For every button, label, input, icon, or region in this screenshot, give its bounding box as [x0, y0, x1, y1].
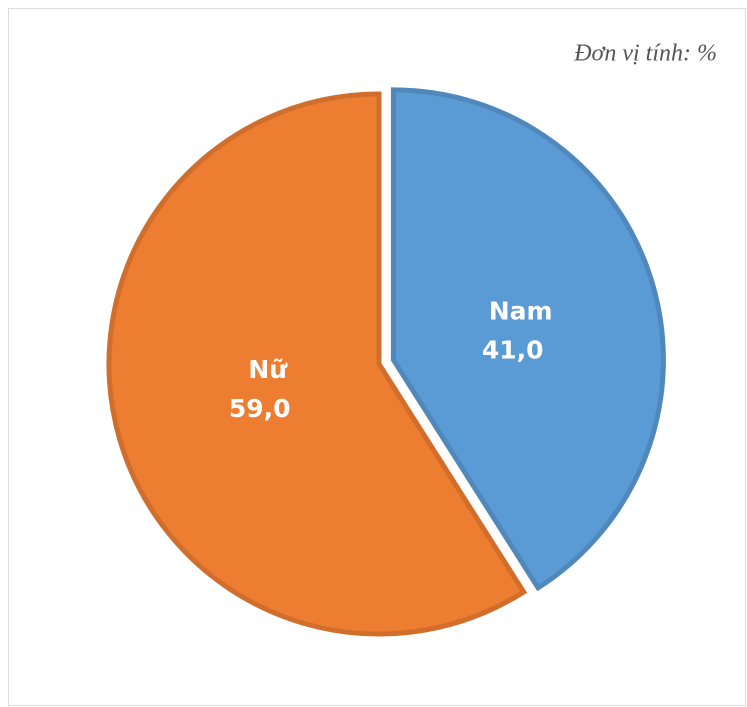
- value-label: 59,0: [229, 394, 291, 423]
- frame: [8, 8, 746, 706]
- value-label: 41,0: [482, 336, 544, 365]
- slice-label: Nữ: [248, 355, 288, 384]
- unit-label: Đơn vị tính: %: [573, 41, 717, 67]
- pie-slice: [106, 91, 528, 637]
- slice-label: Nam: [489, 297, 553, 326]
- pie-slice: [390, 87, 666, 592]
